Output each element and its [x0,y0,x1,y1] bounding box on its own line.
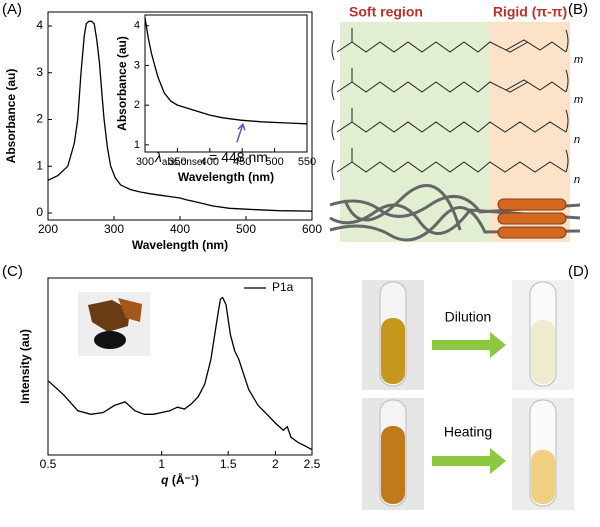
x-tick-label: 300 [136,156,154,168]
y-tick-label: 2 [134,99,140,111]
x-tick-label: 550 [298,156,316,168]
x-axis-unit: (Å⁻¹) [169,472,199,487]
annotation-symbol: λ [154,149,162,165]
panel-label: (D) [568,263,589,280]
y-tick-label: 2 [36,112,43,126]
panel-label: (C) [2,263,23,280]
x-tick-label: 400 [201,156,219,168]
y-tick-label: 4 [36,18,43,32]
x-axis-symbol: q [161,473,169,487]
x-tick-label: 300 [104,222,124,236]
step-label: Dilution [445,309,492,325]
tangle [329,183,581,242]
y-tick-label: 3 [134,59,140,71]
subscript: m [574,94,583,106]
stack [497,226,567,239]
step-label: Heating [444,424,492,440]
y-axis-label: Absorbance (au) [4,69,18,164]
diagram: Soft region Rigid (π-π) m m n n [329,4,583,242]
y-axis-label: Absorbance (au) [115,36,129,131]
x-tick-label: 350 [168,156,186,168]
annotation: λabs,onset = 448 nm [154,149,268,168]
liquid [381,426,405,504]
arrow [432,448,506,474]
y-tick-label: 3 [36,65,43,79]
curve [144,17,308,125]
plot-frame [47,277,313,456]
liquid [531,320,555,384]
x-tick-label: 500 [265,156,283,168]
soft-region [340,22,490,242]
y-tick-label: 1 [134,139,140,151]
x-tick-label: 1 [158,457,165,471]
annotation-subscript: abs,onset [162,157,206,168]
subscript: n [574,134,580,146]
panel-label: (B) [568,1,588,18]
flake [94,331,126,349]
curve [47,20,313,212]
subscript: m [574,54,583,66]
photos: Dilution Heating [362,280,574,510]
inset-bg [143,15,310,152]
x-tick-label: 200 [38,222,58,236]
liquid [531,450,555,504]
plot-frame [144,14,308,153]
x-axis-label: Wavelength (nm) [132,238,228,252]
x-tick-label: 2.5 [304,457,321,471]
x-tick-label: 0.5 [40,457,57,471]
annotation-arrow [236,122,246,143]
x-tick-label: 600 [302,222,322,236]
sample-photo [78,292,150,356]
y-axis-label: Intensity (au) [18,329,32,404]
chains [331,28,569,181]
arrow [432,332,506,358]
y-tick-label: 4 [134,20,140,32]
liquid [381,318,405,384]
y-tick-label: 1 [36,158,43,172]
flake [118,298,142,322]
soft-label: Soft region [349,4,423,20]
x-axis-label: q (Å⁻¹) [161,472,199,487]
subscript: n [574,174,580,186]
curve [47,296,313,451]
flake [88,300,130,332]
y-tick-label: 0 [36,205,43,219]
stack [497,198,567,211]
x-tick-label: 450 [233,156,251,168]
stack [497,212,567,225]
x-tick-label: 2 [272,457,279,471]
x-axis-label: Wavelength (nm) [178,170,274,184]
legend-label: P1a [272,280,294,294]
panel-label: (A) [2,1,22,18]
rigid-label: Rigid (π-π) [493,4,567,20]
x-tick-label: 1.5 [220,457,237,471]
x-tick-label: 500 [236,222,256,236]
annotation-text: = 448 nm [205,149,268,165]
x-tick-label: 400 [170,222,190,236]
